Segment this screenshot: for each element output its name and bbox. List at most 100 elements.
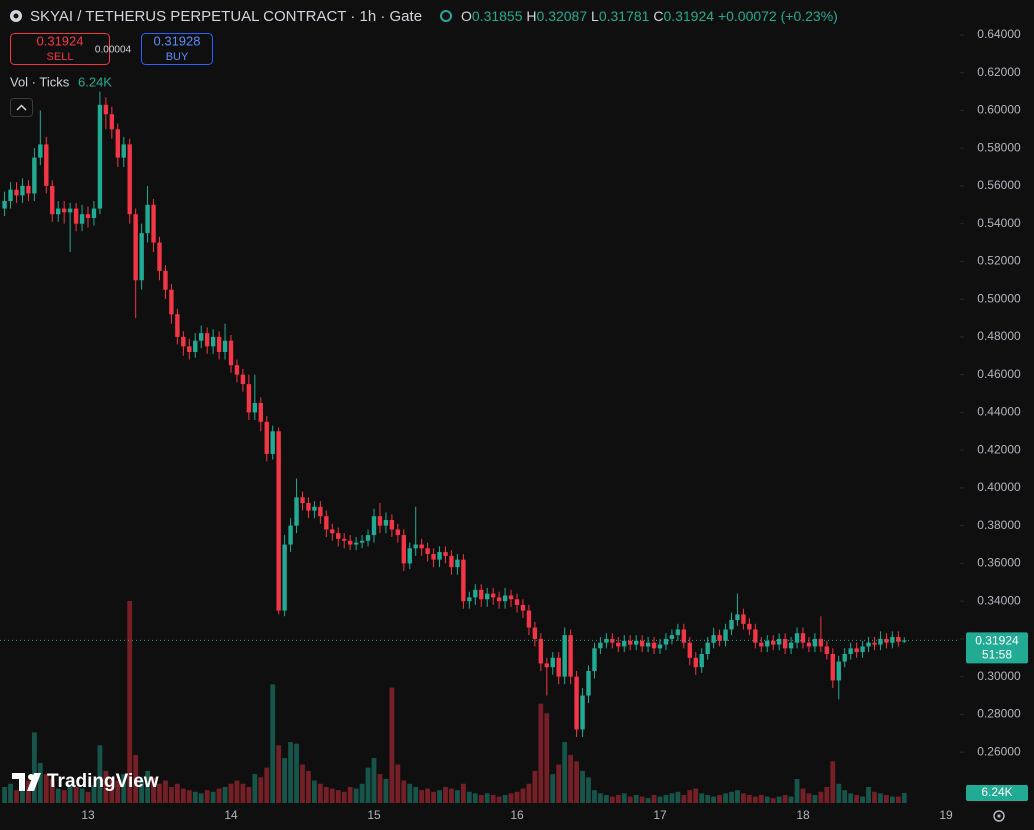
candle-body bbox=[50, 185, 55, 215]
candle-body bbox=[556, 657, 561, 677]
candle-body bbox=[425, 548, 430, 554]
ohlc-label: L bbox=[591, 8, 599, 24]
volume-bar bbox=[460, 783, 466, 803]
y-tick-label: 0.26000 bbox=[977, 744, 1021, 758]
candle-body bbox=[628, 640, 633, 645]
volume-bar bbox=[210, 791, 216, 803]
volume-legend-value: 6.24K bbox=[78, 74, 112, 89]
candle-body bbox=[657, 644, 663, 649]
candle-body bbox=[562, 635, 567, 677]
candle-body bbox=[502, 595, 508, 602]
volume-bar bbox=[830, 761, 836, 803]
x-tick-label: 19 bbox=[939, 808, 953, 822]
volume-bar bbox=[8, 783, 13, 803]
volume-bar bbox=[526, 783, 532, 803]
volume-bar bbox=[615, 794, 621, 803]
candle-body bbox=[246, 384, 252, 413]
candle-body bbox=[133, 214, 138, 281]
candle-body bbox=[157, 242, 162, 271]
symbol-icon-dot bbox=[13, 13, 19, 19]
collapse-button[interactable] bbox=[10, 98, 33, 117]
volume-bar bbox=[502, 794, 508, 803]
buy-button-frame[interactable] bbox=[141, 33, 213, 65]
buy-price[interactable]: 0.31928 bbox=[154, 33, 201, 48]
volume-bar bbox=[383, 778, 389, 803]
sell-button[interactable]: 0.31924 SELL bbox=[10, 33, 110, 65]
candle-body bbox=[395, 529, 401, 536]
candle-body bbox=[288, 525, 293, 545]
volume-bar bbox=[133, 754, 139, 803]
x-tick-label: 16 bbox=[510, 808, 524, 822]
volume-bar bbox=[186, 790, 192, 803]
volume-bar bbox=[735, 790, 740, 803]
y-tick-label: 0.48000 bbox=[977, 329, 1021, 343]
buy-label[interactable]: BUY bbox=[166, 51, 189, 63]
candle-body bbox=[318, 506, 323, 517]
candle-body bbox=[79, 214, 85, 224]
volume-bar bbox=[455, 790, 460, 803]
volume-bar bbox=[633, 794, 639, 803]
candle-body bbox=[520, 604, 526, 611]
spread: 0.00004 bbox=[95, 45, 132, 56]
volume-bar bbox=[228, 783, 234, 803]
settings-button[interactable] bbox=[993, 810, 1005, 822]
volume-bar bbox=[800, 788, 806, 803]
candle-body bbox=[407, 548, 412, 564]
volume-bar bbox=[901, 792, 907, 803]
candle-body bbox=[616, 642, 621, 647]
candle-body bbox=[67, 208, 73, 213]
volume-bar bbox=[115, 780, 121, 803]
buy-button[interactable]: 0.31928 BUY bbox=[141, 33, 213, 65]
candle-body bbox=[759, 642, 764, 647]
volume-bar bbox=[681, 794, 687, 803]
y-tick-label: 0.36000 bbox=[977, 556, 1021, 570]
candle-body bbox=[705, 642, 710, 655]
candle-body bbox=[538, 638, 544, 664]
ohlc-change: +0.00072 (+0.23%) bbox=[718, 8, 838, 24]
volume-bar bbox=[377, 774, 383, 803]
candle-body bbox=[812, 638, 818, 647]
x-tick-label: 18 bbox=[796, 808, 810, 822]
volume-bar bbox=[43, 774, 49, 803]
volume-bar bbox=[746, 794, 752, 803]
sell-button-frame[interactable] bbox=[10, 33, 110, 65]
candle-body bbox=[276, 431, 281, 611]
collapse-icon[interactable] bbox=[16, 104, 27, 111]
candle-body bbox=[794, 633, 800, 643]
candle-body bbox=[622, 640, 627, 647]
chart-title: SKYAI / TETHERUS PERPETUAL CONTRACT · 1h… bbox=[30, 8, 422, 25]
candle-body bbox=[222, 340, 228, 353]
volume-layer bbox=[2, 601, 907, 803]
candle-body bbox=[729, 620, 734, 630]
volume-bar bbox=[216, 788, 222, 803]
candle-body bbox=[389, 519, 395, 530]
candle-body bbox=[234, 365, 240, 375]
sell-price[interactable]: 0.31924 bbox=[37, 33, 84, 48]
volume-bar bbox=[770, 798, 776, 803]
volume-bar bbox=[335, 790, 341, 803]
volume-bar bbox=[407, 783, 413, 803]
candle-body bbox=[103, 104, 109, 115]
volume-bar bbox=[389, 687, 395, 803]
candle-body bbox=[455, 559, 460, 568]
volume-bar bbox=[103, 770, 109, 803]
y-tick-label: 0.56000 bbox=[977, 178, 1021, 192]
volume-bar bbox=[431, 791, 436, 803]
candle-body bbox=[788, 642, 794, 649]
volume-bar bbox=[478, 794, 484, 803]
y-tick-label: 0.54000 bbox=[977, 216, 1021, 230]
candle-body bbox=[741, 614, 746, 624]
volume-bar bbox=[580, 770, 585, 803]
ohlc-label: H bbox=[526, 8, 536, 24]
volume-bar bbox=[603, 794, 609, 803]
volume-bar bbox=[675, 791, 681, 803]
sell-label[interactable]: SELL bbox=[47, 51, 74, 63]
ohlc-value: 0.31924 bbox=[663, 8, 714, 24]
y-tick-label: 0.52000 bbox=[977, 254, 1021, 268]
axis-layer: 0.260000.280000.300000.320000.340000.360… bbox=[0, 27, 1028, 822]
candle-body bbox=[842, 654, 847, 662]
volume-bar bbox=[174, 783, 180, 803]
last-price-box bbox=[966, 632, 1028, 664]
settings-button-dot[interactable] bbox=[997, 814, 1001, 818]
volume-bar bbox=[842, 790, 848, 803]
